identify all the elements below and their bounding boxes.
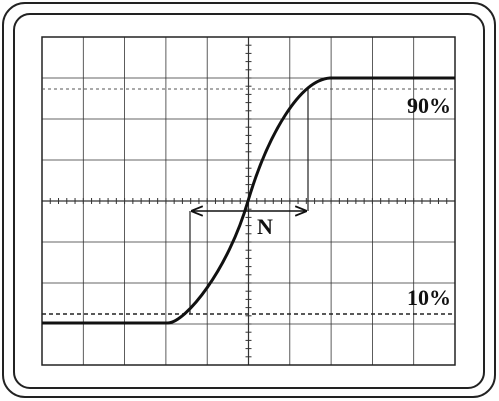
lower-level-label: 10% [407, 285, 451, 310]
upper-level-label: 90% [407, 93, 451, 118]
screen-grid [41, 36, 456, 366]
signal-trace [42, 76, 455, 325]
screen-border [41, 36, 456, 366]
interval-label: N [257, 214, 273, 239]
